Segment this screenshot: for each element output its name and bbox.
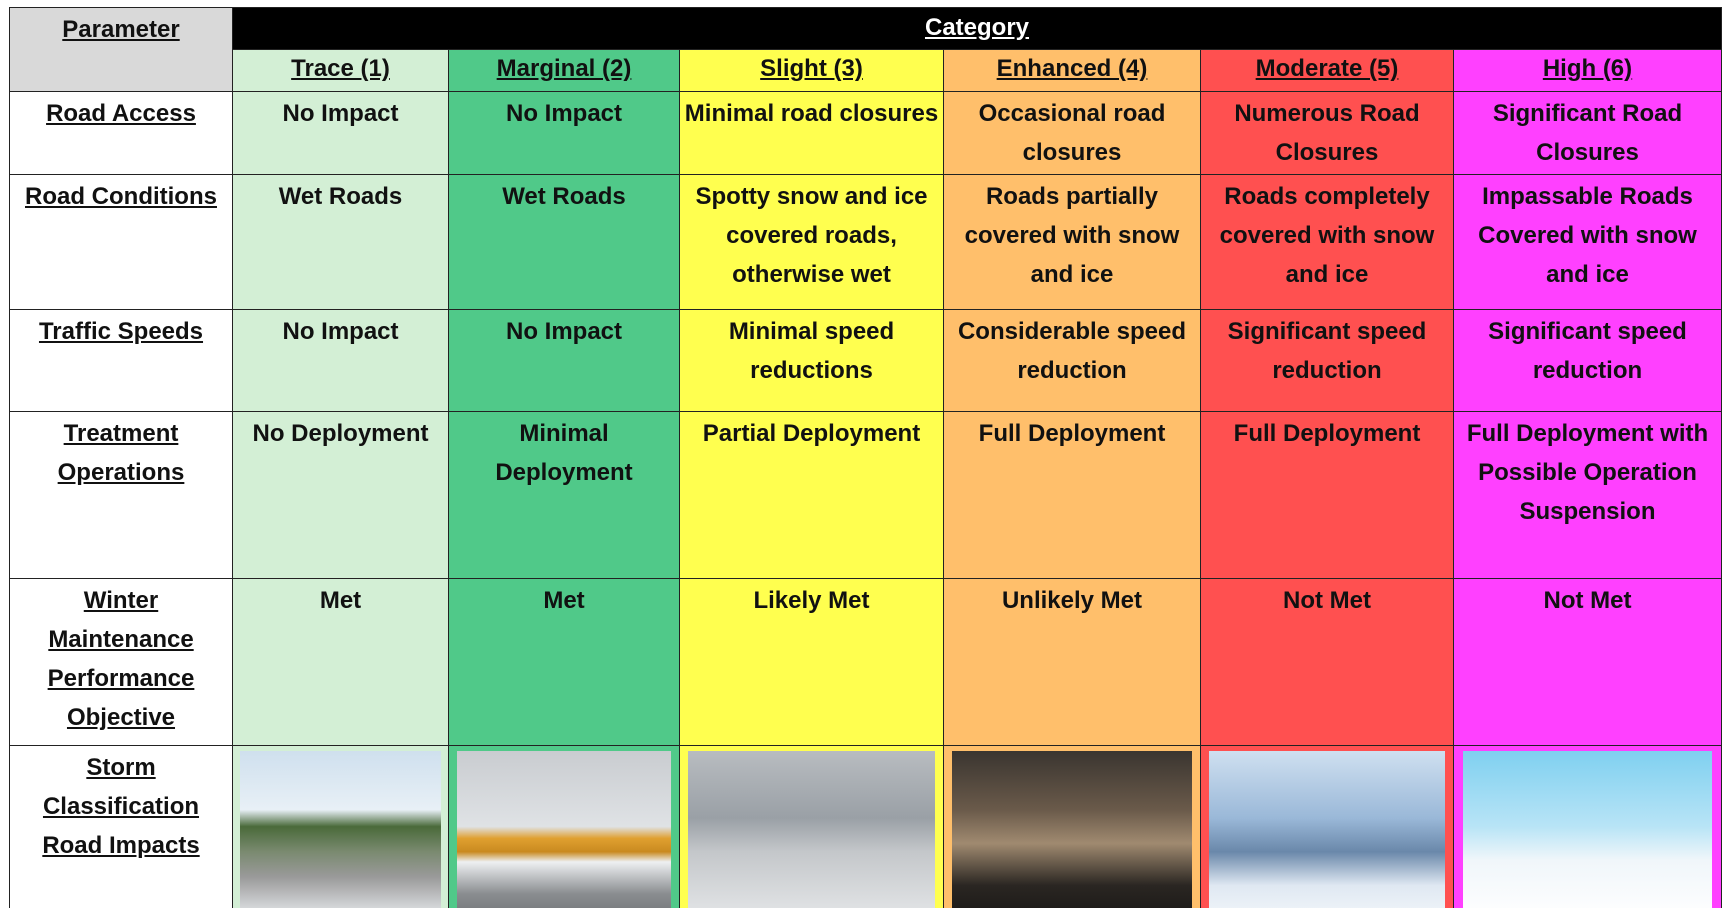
impact-cell: Significant speed reduction — [1453, 309, 1722, 412]
impact-cell: Wet Roads — [448, 174, 680, 310]
row-label: Treatment Operations — [9, 411, 233, 579]
impact-cell: Met — [448, 578, 680, 746]
impact-cell: Full Deployment — [943, 411, 1201, 579]
category-name: Slight (3) — [760, 55, 863, 82]
table-row: Road Conditions Wet Roads Wet Roads Spotty … — [9, 174, 1722, 310]
impact-cell: Significant speed reduction — [1200, 309, 1454, 412]
row-label-text: Winter Maintenance Performance Objective — [47, 587, 195, 731]
parameter-header: Parameter — [9, 7, 233, 92]
image-cell — [1200, 745, 1454, 908]
impact-cell: Significant Road Closures — [1453, 91, 1722, 175]
row-label-text: Road Access — [46, 100, 196, 127]
image-cell — [679, 745, 944, 908]
category-label: Moderate (5) — [1200, 49, 1454, 92]
row-label: Traffic Speeds — [9, 309, 233, 412]
photo — [952, 751, 1192, 908]
impact-cell: Wet Roads — [232, 174, 449, 310]
row-label: Winter Maintenance Performance Objective — [9, 578, 233, 746]
category-label: Marginal (2) — [448, 49, 680, 92]
impact-cell: Met — [232, 578, 449, 746]
image-cell — [1453, 745, 1722, 908]
impact-cell: Numerous Road Closures — [1200, 91, 1454, 175]
impact-cell: Likely Met — [679, 578, 944, 746]
category-label: High (6) — [1453, 49, 1722, 92]
impact-cell: Minimal speed reductions — [679, 309, 944, 412]
table-row: Trace (1) Marginal (2) Slight (3) Enhanced … — [10, 49, 1722, 92]
row-label: Road Conditions — [9, 174, 233, 310]
impact-cell: No Impact — [448, 91, 680, 175]
category-name: Marginal (2) — [496, 55, 632, 82]
photo — [688, 751, 935, 908]
impact-cell: Minimal Deployment — [448, 411, 680, 579]
impact-cell: Full Deployment with Possible Operation … — [1453, 411, 1722, 579]
impact-cell: Roads completely covered with snow and i… — [1200, 174, 1454, 310]
category-name: Moderate (5) — [1255, 55, 1399, 82]
photo — [456, 751, 672, 908]
table-row: Winter Maintenance Performance Objective… — [9, 578, 1722, 746]
image-cell — [232, 745, 449, 908]
image-cell — [448, 745, 680, 908]
row-label-text: Storm Classification Road Impacts — [42, 754, 200, 859]
impact-cell: Full Deployment — [1200, 411, 1454, 579]
impact-cell: No Impact — [448, 309, 680, 412]
row-label: Road Access — [9, 91, 233, 175]
category-label: Trace (1) — [232, 49, 449, 92]
impact-cell: Not Met — [1453, 578, 1722, 746]
impact-cell: Roads partially covered with snow and ic… — [943, 174, 1201, 310]
table-row: Parameter Category — [9, 7, 1722, 92]
category-label: Enhanced (4) — [943, 49, 1201, 92]
impact-cell: Partial Deployment — [679, 411, 944, 579]
impact-cell: No Deployment — [232, 411, 449, 579]
category-title: Category — [924, 14, 1030, 41]
category-name: High (6) — [1542, 55, 1633, 82]
impact-cell: Unlikely Met — [943, 578, 1201, 746]
photo — [240, 751, 441, 908]
table-row: Treatment Operations No Deployment Minimal… — [9, 411, 1722, 579]
impact-cell: Not Met — [1200, 578, 1454, 746]
row-label-text: Traffic Speeds — [38, 318, 204, 345]
impact-table: Parameter Category Trace (1) Marginal (2) Sl… — [9, 7, 1722, 908]
category-header: Category — [232, 7, 1722, 50]
photo — [1209, 751, 1445, 908]
row-label-text: Treatment Operations — [57, 420, 185, 486]
impact-cell: No Impact — [232, 91, 449, 175]
impact-cell: Occasional road closures — [943, 91, 1201, 175]
table-row: Traffic Speeds No Impact No Impact Minimal … — [9, 309, 1722, 412]
category-name: Trace (1) — [291, 55, 390, 82]
category-name: Enhanced (4) — [996, 55, 1148, 82]
impact-cell: Considerable speed reduction — [943, 309, 1201, 412]
photo — [1462, 751, 1713, 908]
table-row: Road Access No Impact No Impact Minimal roa… — [9, 91, 1722, 175]
table-row: Storm Classification Road Impacts — [9, 745, 1722, 908]
category-label: Slight (3) — [679, 49, 944, 92]
impact-cell: Impassable Roads Covered with snow and i… — [1453, 174, 1722, 310]
row-label-text: Road Conditions — [25, 183, 217, 210]
impact-cell: No Impact — [232, 309, 449, 412]
impact-cell: Minimal road closures — [679, 91, 944, 175]
row-label: Storm Classification Road Impacts — [9, 745, 233, 908]
image-cell — [943, 745, 1201, 908]
impact-cell: Spotty snow and ice covered roads, other… — [679, 174, 944, 310]
parameter-title: Parameter — [62, 16, 180, 43]
